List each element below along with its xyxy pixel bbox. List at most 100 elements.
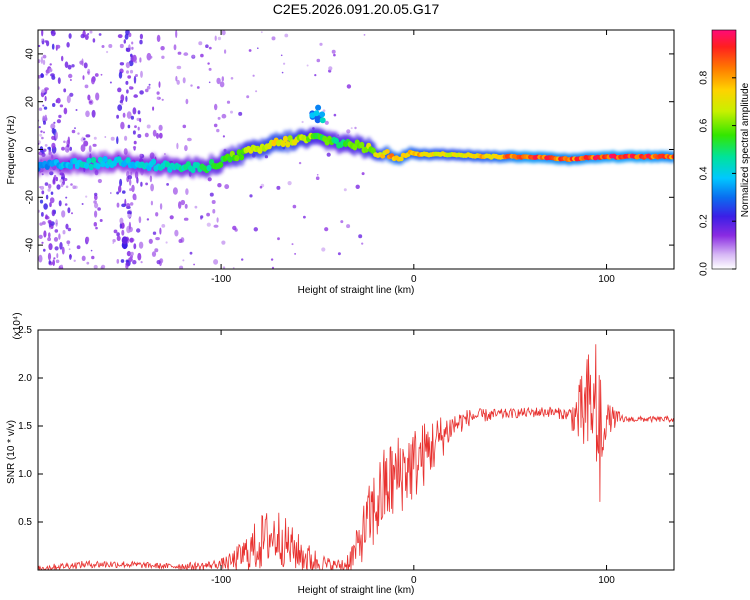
speckle-dot xyxy=(91,255,95,260)
speckle-dot xyxy=(172,187,178,195)
speckle-dot xyxy=(44,144,48,147)
snr-frame xyxy=(37,329,675,571)
speckle-dot xyxy=(331,49,336,54)
speckle-dot xyxy=(109,81,112,84)
speckle-dot xyxy=(216,217,219,223)
speckle-dot xyxy=(196,86,200,89)
speckle-dot xyxy=(98,33,102,36)
speckle-dot xyxy=(116,202,120,208)
speckle-dot xyxy=(206,222,211,227)
speckle-dot xyxy=(43,148,47,152)
speckle-dot xyxy=(63,140,66,144)
speckle-dot xyxy=(67,207,71,214)
speckle-dot xyxy=(208,67,212,71)
x-tick-label: 0 xyxy=(411,575,417,586)
speckle-dot xyxy=(183,52,189,56)
speckle-dot xyxy=(340,220,344,224)
speckle-dot xyxy=(53,32,56,35)
speckle-dot xyxy=(51,135,56,140)
y-tick-label: 2.5 xyxy=(18,325,32,336)
speckle-dot xyxy=(56,253,59,259)
speckle-dot xyxy=(314,74,317,77)
speckle-dot xyxy=(206,212,211,217)
speckle-dot xyxy=(132,130,136,135)
speckle-dot xyxy=(47,188,51,192)
speckle-dot xyxy=(283,62,286,65)
speckle-dot xyxy=(38,86,41,90)
speckle-dot xyxy=(50,191,54,195)
speckle-dot xyxy=(180,199,186,206)
speckle-dot xyxy=(224,184,230,190)
speckle-dot xyxy=(121,203,126,208)
speckle-dot xyxy=(40,73,45,78)
speckle-dot xyxy=(122,190,126,194)
speckle-dot xyxy=(55,259,60,264)
speckle-dot xyxy=(80,144,86,152)
colorbar-tick-label: 0.2 xyxy=(699,214,710,228)
speckle-dot xyxy=(81,203,84,205)
ridge-cell xyxy=(88,163,94,171)
y-tick-label: 0 xyxy=(25,146,36,152)
speckle-dot xyxy=(89,30,93,34)
speckle-dot xyxy=(136,228,141,233)
speckle-dot xyxy=(95,226,98,230)
speckle-dot xyxy=(161,224,166,228)
speckle-dot xyxy=(89,100,92,104)
spectrogram-panel: -100 0 100 -40 -20 0 20 40 Height of straight … xyxy=(6,29,675,296)
speckle-dot xyxy=(214,103,218,111)
speckle-dot xyxy=(249,194,253,198)
y-tick-label: 40 xyxy=(25,48,36,60)
speckle-dot xyxy=(42,221,46,225)
speckle-dot xyxy=(132,260,137,265)
speckle-dot xyxy=(67,227,72,232)
speckle-dot xyxy=(69,79,72,81)
speckle-dot xyxy=(146,52,152,61)
speckle-dot xyxy=(149,175,153,183)
speckle-dot xyxy=(116,114,119,119)
speckle-dot xyxy=(69,253,72,260)
speckle-dot xyxy=(39,133,43,137)
speckle-dot xyxy=(152,231,157,235)
speckle-dot xyxy=(53,121,56,124)
speckle-dot xyxy=(48,232,51,238)
spectrogram-x-ticks: -100 0 100 xyxy=(211,30,615,285)
speckle-dot xyxy=(49,202,52,208)
speckle-dot xyxy=(86,236,90,243)
speckle-dot xyxy=(178,239,183,243)
speckle-dot xyxy=(71,212,73,215)
speckle-dot xyxy=(128,257,133,262)
speckle-dot xyxy=(104,136,107,138)
speckle-dot xyxy=(126,70,129,74)
speckle-dot xyxy=(116,259,120,264)
speckle-dot xyxy=(301,120,304,124)
speckle-dot xyxy=(252,74,255,77)
speckle-dot xyxy=(90,249,93,252)
ridge-cell xyxy=(102,156,108,163)
speckle-dot xyxy=(125,95,128,102)
speckle-dot xyxy=(119,178,123,187)
speckle-dot xyxy=(154,248,159,253)
speckle-dot xyxy=(41,212,44,217)
speckle-dot xyxy=(49,197,55,204)
speckle-dot xyxy=(121,229,125,236)
x-tick-label: -100 xyxy=(211,575,231,586)
ridge-blob-cell xyxy=(314,117,321,124)
snr-x-ticks: -100 0 100 xyxy=(211,330,615,586)
speckle-dot xyxy=(179,265,184,269)
ridge-cell xyxy=(671,154,674,160)
x-tick-label: 100 xyxy=(598,274,615,285)
speckle-dot xyxy=(130,202,134,206)
speckle-dot xyxy=(191,54,195,58)
speckle-dot xyxy=(62,230,66,235)
speckle-dot xyxy=(346,129,351,134)
speckle-dot xyxy=(85,134,91,138)
speckle-dot xyxy=(45,194,49,200)
speckle-dot xyxy=(151,251,157,257)
speckle-dot xyxy=(85,195,88,198)
speckle-dot xyxy=(178,201,182,209)
speckle-dot xyxy=(259,185,263,189)
speckle-dot xyxy=(83,140,89,147)
speckle-dot xyxy=(350,127,353,130)
ridge-cell xyxy=(151,158,157,165)
speckle-dot xyxy=(110,136,115,141)
